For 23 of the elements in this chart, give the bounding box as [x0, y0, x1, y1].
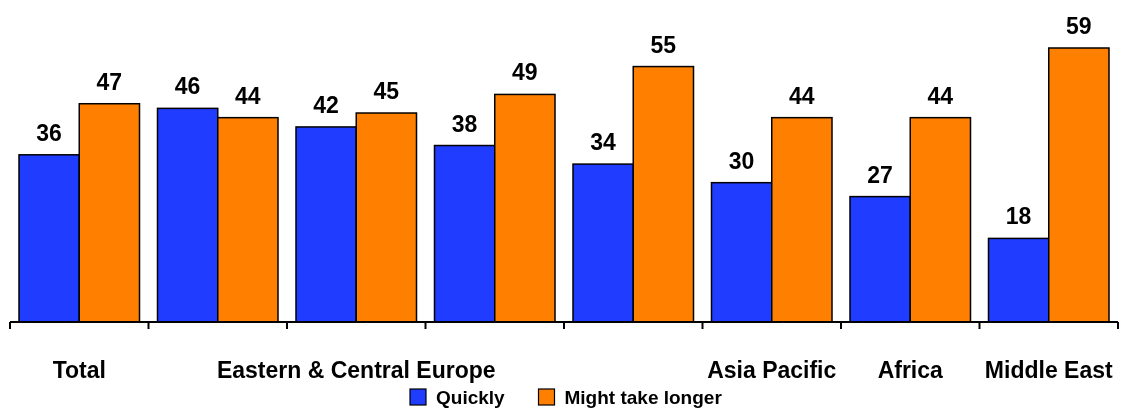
data-label: 36	[36, 119, 62, 146]
data-label: 45	[373, 78, 400, 105]
data-label: 42	[313, 91, 339, 118]
legend-label: Might take longer	[564, 387, 723, 408]
data-label: 46	[174, 73, 201, 100]
legend-label: Quickly	[436, 387, 506, 408]
x-tick-label: Asia Pacific	[707, 357, 837, 383]
x-tick-label: Eastern & Central Europe	[216, 357, 496, 383]
data-label: 30	[728, 147, 755, 174]
data-label: 27	[867, 161, 893, 188]
data-label: 18	[1005, 203, 1032, 230]
data-label: 34	[590, 129, 617, 156]
data-label: 44	[927, 82, 954, 109]
x-tick-label: Middle East	[984, 357, 1113, 383]
x-tick-label: Africa	[877, 357, 944, 383]
data-label: 47	[96, 68, 123, 95]
x-tick-label: Total	[52, 357, 106, 383]
data-label: 44	[789, 82, 815, 109]
data-label: 49	[512, 59, 538, 86]
data-label: 38	[451, 110, 478, 137]
data-label: 59	[1066, 13, 1092, 39]
data-label: 55	[650, 31, 677, 58]
data-label: 44	[235, 82, 261, 109]
